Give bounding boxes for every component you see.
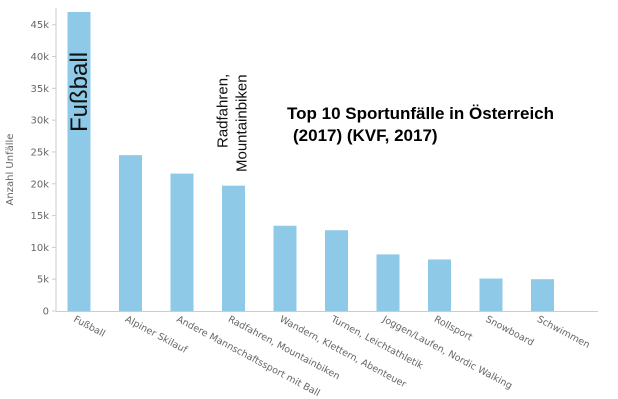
bars-group bbox=[68, 12, 555, 311]
y-tick-label: 5k bbox=[37, 275, 49, 286]
y-tick-label: 10k bbox=[30, 243, 49, 254]
bar-annotation: Fußball bbox=[66, 52, 93, 132]
x-tick-label: Fußball bbox=[72, 314, 107, 340]
y-tick-label: 25k bbox=[30, 147, 49, 158]
y-tick-labels: 0 5k 10k 15k 20k 25k 30k 35k 40k 45k bbox=[30, 20, 49, 317]
y-tick-label: 0 bbox=[43, 307, 49, 318]
chart-title: Top 10 Sportunfälle in Österreich (2017) … bbox=[287, 104, 554, 145]
x-tick-label: Schwimmen bbox=[535, 314, 591, 351]
bar bbox=[325, 230, 348, 311]
chart-title-line: Top 10 Sportunfälle in Österreich bbox=[287, 104, 554, 123]
bar-annotations: Fußball Radfahren, Mountainbiken bbox=[66, 52, 251, 172]
bar bbox=[531, 279, 554, 311]
y-tick-label: 15k bbox=[30, 211, 49, 222]
bar bbox=[119, 155, 142, 311]
y-tick-label: 45k bbox=[30, 20, 49, 31]
bar bbox=[428, 259, 451, 311]
bar-annotation: Radfahren, bbox=[215, 74, 232, 148]
y-tick-label: 35k bbox=[30, 84, 49, 95]
x-tick-label: Rollsport bbox=[432, 314, 474, 343]
bar bbox=[274, 226, 297, 311]
chart-title-line: (2017) (KVF, 2017) bbox=[293, 126, 438, 145]
x-tick-label: Snowboard bbox=[484, 314, 536, 349]
bar bbox=[222, 186, 245, 311]
bar-annotation: Mountainbiken bbox=[234, 74, 251, 172]
bar bbox=[480, 279, 503, 311]
y-axis-label: Anzahl Unfälle bbox=[5, 134, 16, 206]
y-tick-label: 30k bbox=[30, 116, 49, 127]
y-tick-label: 40k bbox=[30, 52, 49, 63]
y-tick-label: 20k bbox=[30, 179, 49, 190]
bar bbox=[377, 254, 400, 311]
bar bbox=[171, 174, 194, 311]
